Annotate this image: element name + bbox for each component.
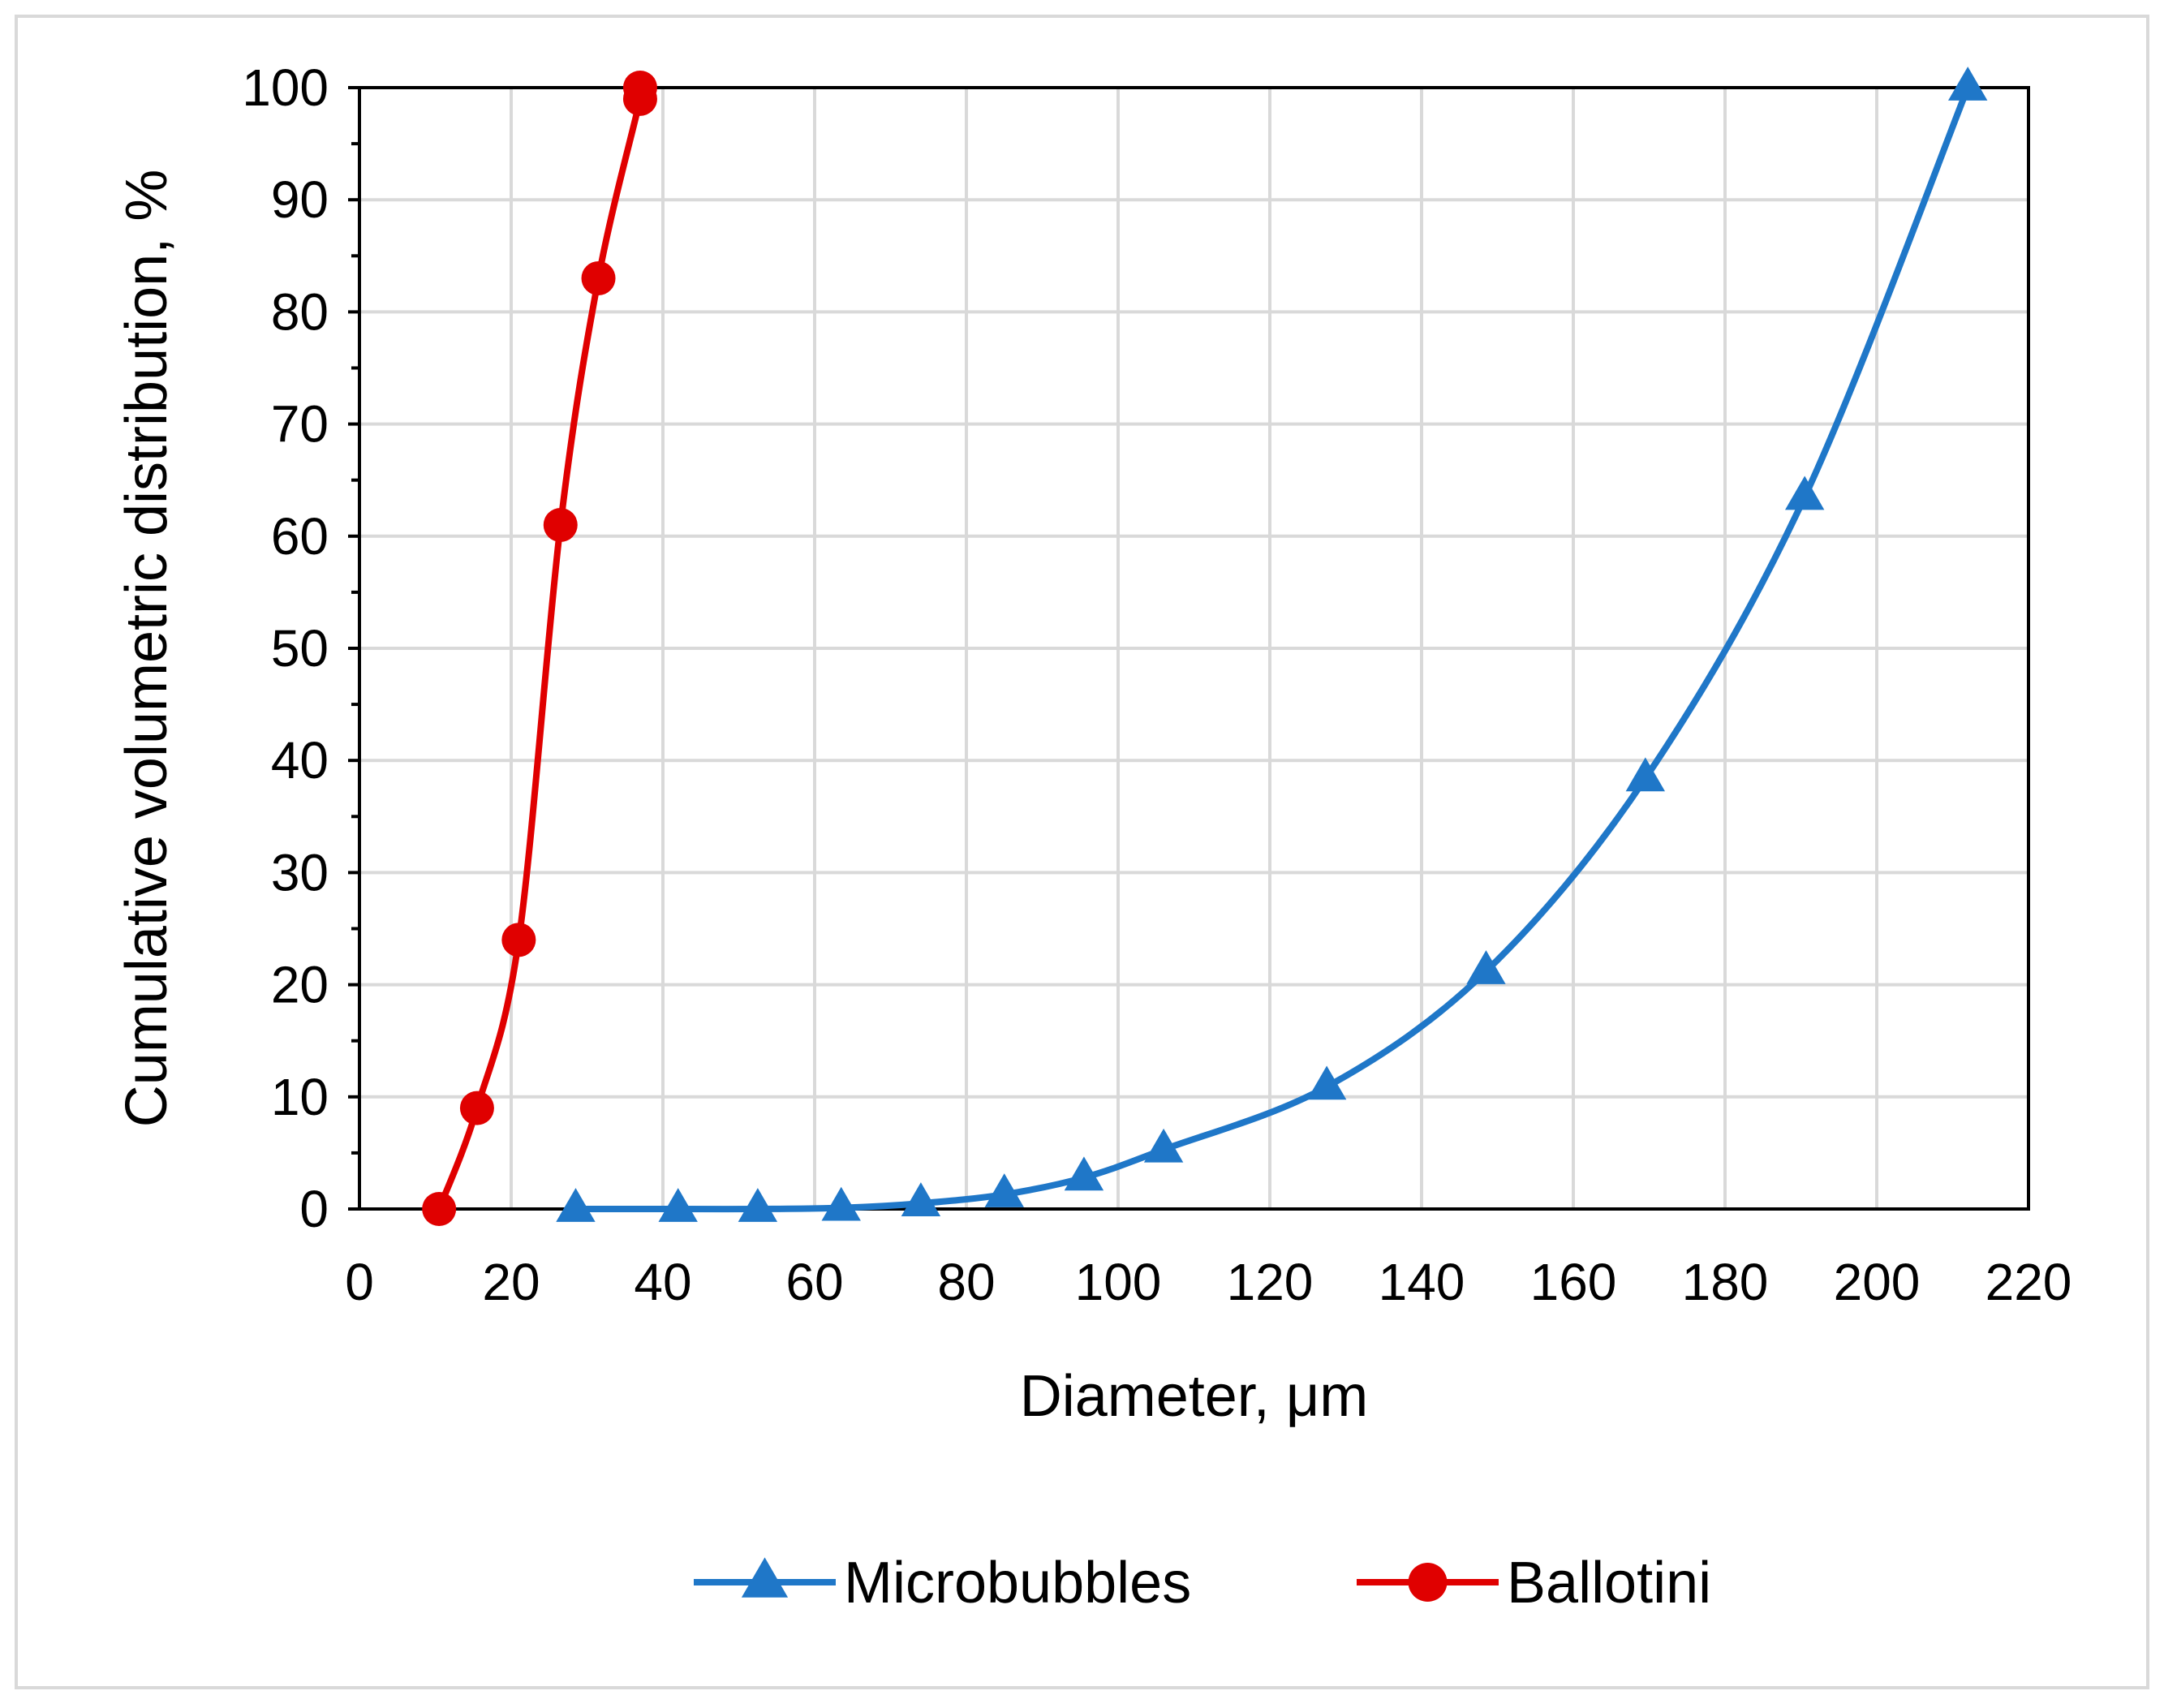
x-axis-title: Diameter, μm [1020, 1364, 1369, 1429]
y-tick-label: 70 [271, 395, 329, 454]
data-point-microbubbles [658, 1188, 698, 1222]
data-point-microbubbles [1143, 1128, 1184, 1163]
legend-label-ballotini: Ballotini [1507, 1551, 1711, 1616]
data-point-microbubbles [1625, 757, 1666, 792]
y-tick-label: 0 [299, 1180, 329, 1238]
y-axis-title: Cumulative volumetric distribution, % [114, 170, 179, 1127]
data-point-microbubbles [738, 1188, 778, 1222]
x-tick-label: 180 [1682, 1253, 1769, 1311]
x-tick-label: 140 [1379, 1253, 1465, 1311]
y-tick-label: 30 [271, 843, 329, 901]
y-tick-label: 10 [271, 1068, 329, 1126]
data-point-ballotini [622, 71, 657, 105]
data-point-microbubbles [901, 1182, 941, 1216]
y-tick-label: 60 [271, 507, 329, 566]
series-ballotini [422, 71, 657, 1226]
grid-lines [359, 88, 2028, 1209]
data-point-microbubbles [556, 1188, 596, 1222]
data-point-microbubbles [1064, 1156, 1104, 1191]
series-line-microbubbles [575, 86, 1971, 1213]
legend-label-microbubbles: Microbubbles [844, 1551, 1191, 1616]
legend-swatch-marker [741, 1557, 789, 1598]
data-point-microbubbles [1948, 67, 1988, 101]
x-tick-label: 60 [785, 1253, 843, 1311]
y-tick-label: 100 [242, 58, 329, 117]
x-tick-label: 80 [937, 1253, 995, 1311]
x-tick-label: 200 [1834, 1253, 1921, 1311]
data-point-ballotini [501, 923, 536, 957]
x-tick-label: 160 [1530, 1253, 1617, 1311]
series-microbubbles [556, 67, 1988, 1222]
x-tick-label: 0 [345, 1253, 374, 1311]
data-point-microbubbles [1466, 950, 1506, 984]
data-point-ballotini [459, 1091, 494, 1125]
y-tick-label: 50 [271, 619, 329, 678]
data-point-microbubbles [821, 1186, 861, 1221]
series-line-ballotini [436, 78, 647, 1211]
data-point-microbubbles [1784, 475, 1825, 510]
data-point-ballotini [543, 507, 578, 542]
data-point-microbubbles [1306, 1065, 1347, 1100]
series-layer [422, 67, 1988, 1226]
x-tick-label: 120 [1227, 1253, 1314, 1311]
data-point-ballotini [581, 260, 616, 295]
y-tick-label: 80 [271, 282, 329, 341]
y-tick-label: 90 [271, 170, 329, 229]
x-tick-label: 40 [634, 1253, 691, 1311]
x-tick-label: 20 [482, 1253, 540, 1311]
data-point-ballotini [422, 1192, 457, 1226]
axis-ticks: 0 20 40 60 80 100 120 140 160 180 200 220 0 10 20 30 40 5… [242, 58, 2072, 1311]
y-tick-label: 20 [271, 956, 329, 1014]
legend-item-ballotini: Ballotini [1357, 1551, 1711, 1616]
figure-border [15, 15, 2149, 1689]
legend-item-microbubbles: Microbubbles [694, 1551, 1191, 1616]
legend: Microbubbles Ballotini [694, 1551, 1711, 1616]
data-point-microbubbles [984, 1173, 1024, 1207]
legend-swatch-marker [1408, 1563, 1448, 1602]
x-tick-label: 220 [1985, 1253, 2072, 1311]
x-tick-label: 100 [1075, 1253, 1162, 1311]
y-tick-label: 40 [271, 731, 329, 789]
